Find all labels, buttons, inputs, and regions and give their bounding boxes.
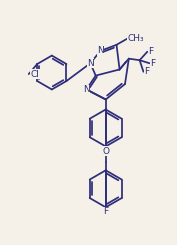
Text: F: F [144, 67, 149, 76]
Text: CH₃: CH₃ [127, 34, 144, 43]
Text: F: F [150, 59, 156, 68]
Text: N: N [97, 47, 104, 55]
Text: Cl: Cl [30, 70, 39, 79]
Text: O: O [102, 147, 109, 156]
Text: F: F [148, 47, 153, 56]
Text: N: N [83, 85, 90, 94]
Text: F: F [103, 207, 108, 216]
Text: N: N [87, 59, 94, 68]
